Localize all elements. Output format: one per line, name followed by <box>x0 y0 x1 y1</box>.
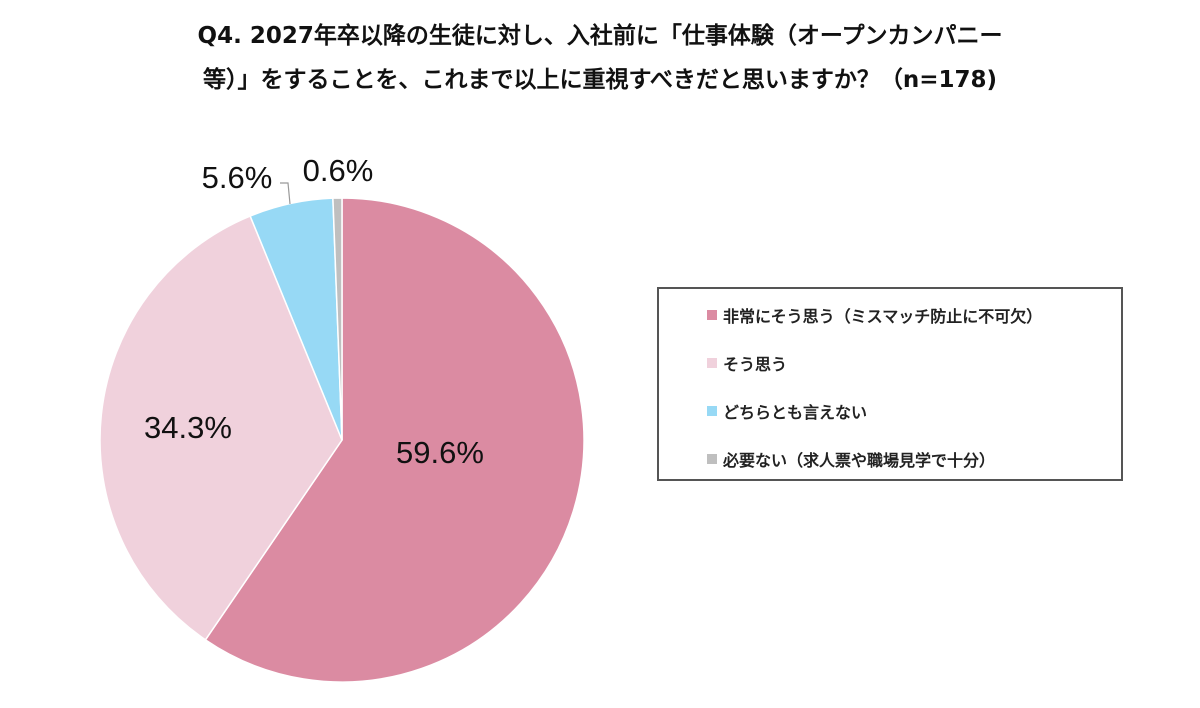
legend-label: 非常にそう思う（ミスマッチ防止に不可欠） <box>723 307 1043 326</box>
data-label: 5.6% <box>202 160 273 195</box>
legend-item: どちらとも言えない <box>707 399 867 423</box>
legend-label: 必要ない（求人票や職場見学で十分） <box>723 451 996 470</box>
pie-slice <box>204 197 585 683</box>
legend-item: 非常にそう思う（ミスマッチ防止に不可欠） <box>707 303 1042 327</box>
data-label: 59.6% <box>396 435 484 470</box>
data-label: 0.6% <box>303 153 374 188</box>
legend-swatch <box>707 406 717 416</box>
pie-slice <box>332 197 343 441</box>
legend-item: 必要ない（求人票や職場見学で十分） <box>707 447 995 471</box>
chart-title-line-1: Q4. 2027年卒以降の生徒に対し、入社前に「仕事体験（オープンカンパニー <box>197 23 1003 49</box>
pie-slice <box>99 215 343 641</box>
legend-label: そう思う <box>723 355 788 374</box>
legend-swatch <box>707 358 717 368</box>
data-label: 34.3% <box>144 410 232 445</box>
legend-swatch <box>707 454 717 464</box>
legend-label: どちらとも言えない <box>723 403 868 422</box>
leader-line <box>280 182 291 205</box>
legend: 非常にそう思う（ミスマッチ防止に不可欠） そう思う どちらとも言えない 必要ない… <box>657 287 1123 481</box>
chart-title-line-2: 等）」をすることを、これまで以上に重視すべきだと思いますか？（n=178) <box>202 67 998 93</box>
legend-swatch <box>707 310 717 320</box>
legend-item: そう思う <box>707 351 787 375</box>
